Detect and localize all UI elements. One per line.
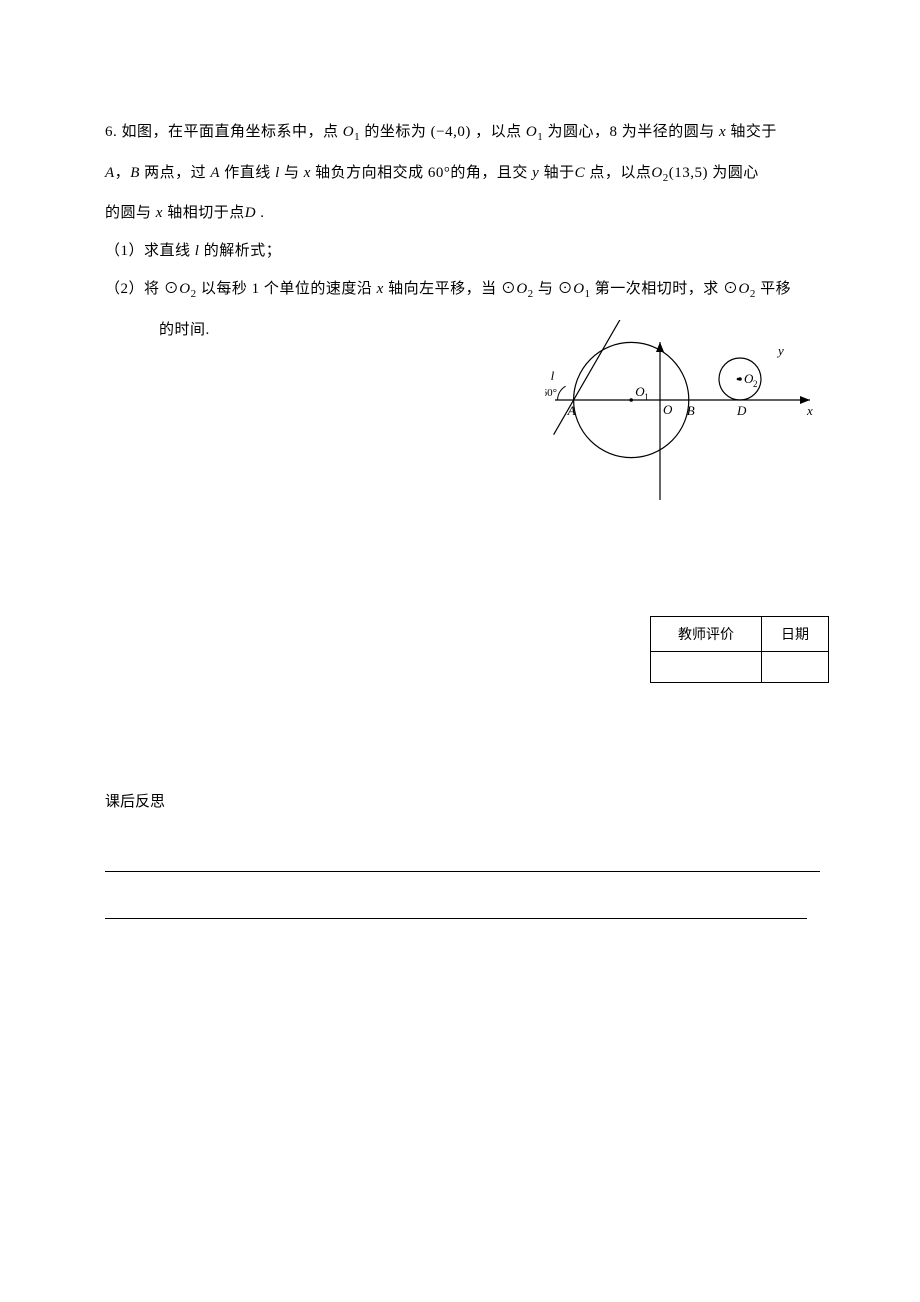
eval-header-teacher: 教师评价 [651, 617, 762, 652]
eval-header-date: 日期 [762, 617, 829, 652]
svg-text:B: B [687, 403, 695, 418]
reflection-blank-line-1 [105, 870, 820, 872]
problem-line-1: 6. 如图，在平面直角坐标系中，点 O1 的坐标为 (−4,0) ，以点 O1 … [105, 120, 820, 147]
svg-text:y: y [776, 343, 784, 358]
geometry-figure: yxO1O2ABODCl60° [545, 320, 815, 520]
evaluation-table: 教师评价 日期 [650, 616, 829, 683]
svg-text:x: x [806, 403, 813, 418]
svg-text:O: O [663, 402, 673, 417]
svg-text:1: 1 [644, 392, 649, 402]
reflection-heading: 课后反思 [105, 790, 165, 811]
eval-cell-teacher [651, 652, 762, 683]
problem-line-2: A，B 两点，过 A 作直线 l 与 x 轴负方向相交成 60°的角，且交 y … [105, 161, 820, 188]
page: 6. 如图，在平面直角坐标系中，点 O1 的坐标为 (−4,0) ，以点 O1 … [0, 0, 920, 1302]
question-2-line-1: （2）将 ⊙O2 以每秒 1 个单位的速度沿 x 轴向左平移，当 ⊙O2 与 ⊙… [105, 277, 820, 304]
svg-text:60°: 60° [545, 387, 557, 399]
question-1: （1）求直线 l 的解析式； [105, 239, 820, 263]
svg-text:A: A [567, 403, 576, 418]
svg-text:2: 2 [753, 379, 758, 389]
eval-cell-date [762, 652, 829, 683]
svg-text:l: l [551, 368, 555, 383]
problem-line-3: 的圆与 x 轴相切于点D . [105, 201, 820, 225]
reflection-blank-line-2 [105, 917, 807, 919]
svg-text:D: D [736, 403, 747, 418]
figure-svg: yxO1O2ABODCl60° [545, 320, 815, 520]
problem-number: 6. [105, 124, 117, 140]
